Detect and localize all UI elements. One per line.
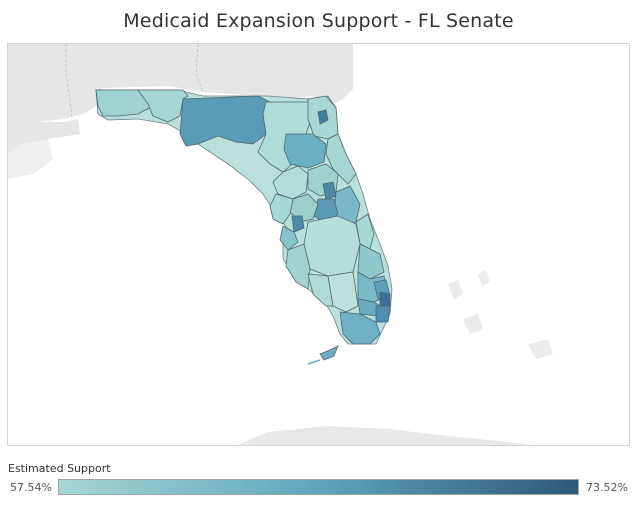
bahamas-land (448, 270, 553, 359)
legend-min-label: 57.54% (10, 481, 52, 494)
district-region[interactable] (339, 311, 381, 345)
district-region[interactable] (303, 215, 361, 277)
district-region[interactable] (325, 133, 357, 185)
district-region[interactable] (379, 291, 391, 307)
state-border-line (65, 44, 73, 120)
cuba-land (237, 426, 532, 445)
district-region[interactable] (137, 89, 189, 123)
district-region[interactable] (317, 109, 329, 125)
florida-senate-map[interactable] (8, 44, 630, 446)
neighboring-states-land (8, 44, 629, 124)
alabama-coast-land (8, 119, 80, 154)
legend-title: Estimated Support (8, 462, 111, 475)
district-region[interactable] (327, 271, 359, 313)
district-region[interactable] (279, 225, 299, 251)
legend-color-scale (58, 479, 579, 495)
map-viewport[interactable] (7, 43, 630, 446)
state-border-line (195, 44, 204, 93)
map-title: Medicaid Expansion Support - FL Senate (123, 10, 514, 32)
legend-max-label: 73.52% (586, 481, 628, 494)
district-region[interactable] (375, 305, 391, 323)
district-region[interactable] (285, 243, 311, 290)
district-region[interactable] (319, 345, 339, 361)
district-region[interactable] (291, 215, 305, 233)
district-region[interactable] (272, 165, 309, 200)
keys-islands (307, 359, 321, 365)
district-region[interactable] (179, 95, 271, 147)
district-region[interactable] (283, 133, 327, 169)
district-region[interactable] (307, 273, 334, 307)
district-region[interactable] (269, 193, 294, 225)
gulf-coast-faint-land (8, 139, 53, 179)
